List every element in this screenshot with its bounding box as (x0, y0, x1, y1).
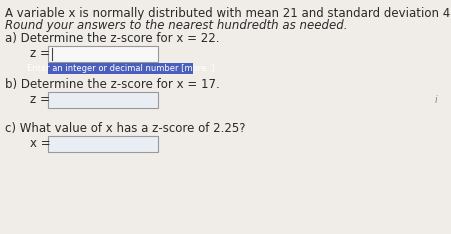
FancyBboxPatch shape (48, 136, 158, 152)
Text: c) What value of x has a z-score of 2.25?: c) What value of x has a z-score of 2.25… (5, 122, 245, 135)
Text: a) Determine the z-score for x = 22.: a) Determine the z-score for x = 22. (5, 32, 219, 45)
Text: x =: x = (30, 137, 51, 150)
FancyBboxPatch shape (48, 46, 158, 62)
Text: z =: z = (30, 47, 50, 60)
Text: z =: z = (30, 93, 50, 106)
Text: A variable x is normally distributed with mean 21 and standard deviation 4.: A variable x is normally distributed wit… (5, 7, 451, 20)
Text: b) Determine the z-score for x = 17.: b) Determine the z-score for x = 17. (5, 78, 219, 91)
FancyBboxPatch shape (48, 92, 158, 108)
FancyBboxPatch shape (48, 63, 193, 74)
Text: i: i (434, 95, 437, 105)
Text: Round your answers to the nearest hundredth as needed.: Round your answers to the nearest hundre… (5, 19, 347, 32)
Text: Enter an integer or decimal number [more..]: Enter an integer or decimal number [more… (27, 64, 214, 73)
